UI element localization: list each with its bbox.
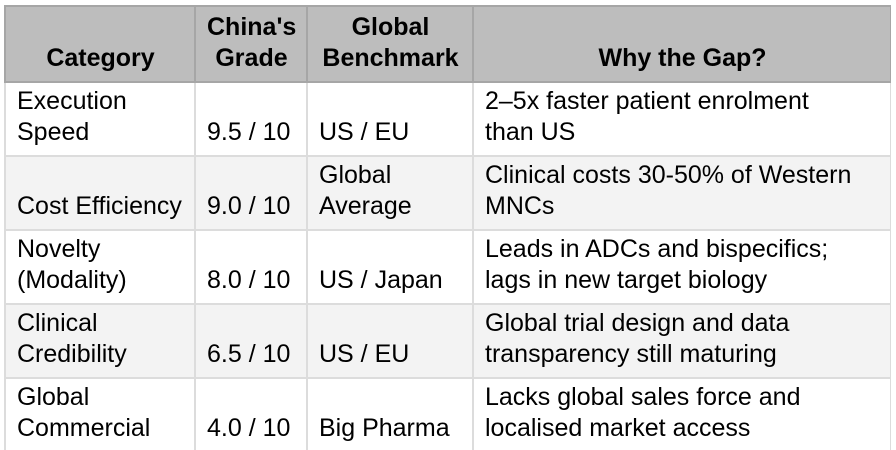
table-row: Global Commercial 4.0 / 10 Big Pharma La… [4, 377, 891, 450]
column-header-global-benchmark: Global Benchmark [306, 5, 474, 83]
cell-category: Global Commercial [4, 377, 196, 450]
column-header-chinas-grade: China's Grade [194, 5, 308, 83]
cell-grade: 9.0 / 10 [194, 155, 308, 231]
cell-category: Cost Efficiency [4, 155, 196, 231]
table-row: Cost Efficiency 9.0 / 10 Global Average … [4, 155, 891, 231]
cell-category: Execution Speed [4, 81, 196, 157]
cell-why: Leads in ADCs and bispecifics; lags in n… [472, 229, 891, 305]
column-header-why-the-gap: Why the Gap? [472, 5, 891, 83]
header-row: Category China's Grade Global Benchmark … [4, 5, 891, 83]
cell-benchmark: US / Japan [306, 229, 474, 305]
table-row: Execution Speed 9.5 / 10 US / EU 2–5x fa… [4, 81, 891, 157]
cell-why: Clinical costs 30-50% of Western MNCs [472, 155, 891, 231]
cell-grade: 9.5 / 10 [194, 81, 308, 157]
cell-grade: 6.5 / 10 [194, 303, 308, 379]
cell-grade: 4.0 / 10 [194, 377, 308, 450]
cell-why: 2–5x faster patient enrolment than US [472, 81, 891, 157]
cell-category: Novelty (Modality) [4, 229, 196, 305]
table-row: Novelty (Modality) 8.0 / 10 US / Japan L… [4, 229, 891, 305]
cell-benchmark: US / EU [306, 81, 474, 157]
cell-benchmark: Big Pharma [306, 377, 474, 450]
cell-why: Lacks global sales force and localised m… [472, 377, 891, 450]
comparison-table-container: Category China's Grade Global Benchmark … [4, 5, 891, 450]
column-header-category: Category [4, 5, 196, 83]
comparison-table: Category China's Grade Global Benchmark … [4, 5, 891, 450]
cell-category: Clinical Credibility [4, 303, 196, 379]
cell-grade: 8.0 / 10 [194, 229, 308, 305]
cell-benchmark: Global Average [306, 155, 474, 231]
cell-benchmark: US / EU [306, 303, 474, 379]
cell-why: Global trial design and data transparenc… [472, 303, 891, 379]
table-row: Clinical Credibility 6.5 / 10 US / EU Gl… [4, 303, 891, 379]
